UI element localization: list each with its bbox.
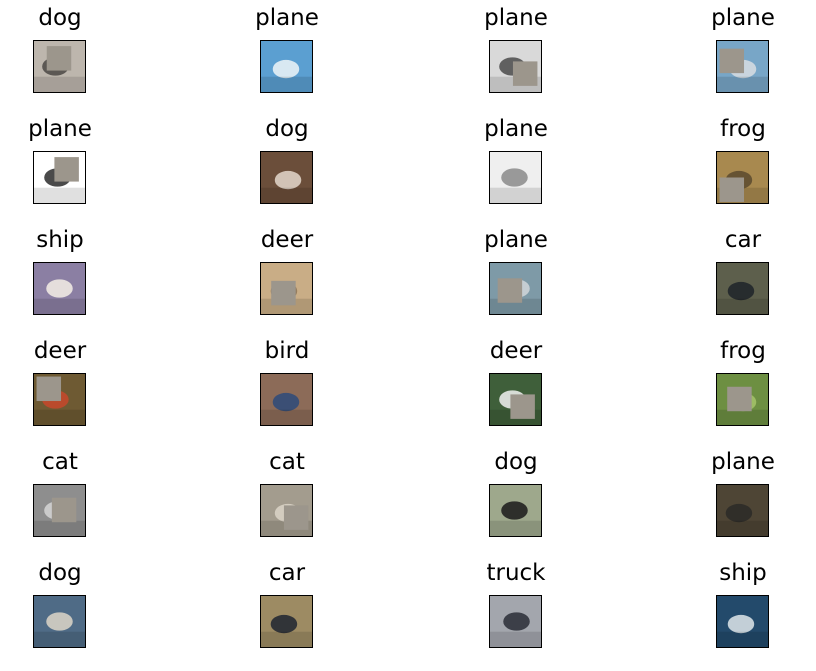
grid-cell: ship — [683, 555, 803, 655]
image-label: car — [268, 560, 306, 586]
cutout-patch — [719, 177, 745, 202]
grid-cell: dog — [0, 0, 120, 100]
image-thumbnail — [33, 484, 86, 537]
cutout-patch — [719, 48, 745, 74]
image-thumbnail — [33, 40, 86, 93]
image-label: deer — [33, 338, 87, 364]
image-thumbnail — [260, 151, 313, 204]
image-thumbnail — [489, 262, 542, 315]
grid-cell: plane — [456, 111, 576, 211]
cutout-patch — [54, 157, 79, 182]
image-label: plane — [28, 116, 92, 142]
image-label: deer — [260, 227, 314, 253]
image-thumbnail — [33, 262, 86, 315]
cutout-patch — [283, 505, 309, 530]
grid-cell: cat — [0, 444, 120, 544]
image-label: cat — [42, 449, 78, 475]
image-thumbnail — [260, 484, 313, 537]
image-thumbnail — [716, 151, 769, 204]
image-label: ship — [719, 560, 767, 586]
image-thumbnail — [489, 40, 542, 93]
image-label: bird — [264, 338, 310, 364]
image-thumbnail — [33, 151, 86, 204]
image-label: ship — [36, 227, 84, 253]
image-thumbnail — [33, 373, 86, 426]
image-thumbnail — [489, 151, 542, 204]
cutout-patch — [51, 497, 77, 523]
image-thumbnail — [260, 595, 313, 648]
image-label: dog — [265, 116, 309, 142]
cutout-patch — [271, 280, 296, 306]
image-label: cat — [269, 449, 305, 475]
image-label: truck — [486, 560, 546, 586]
image-label: deer — [489, 338, 543, 364]
cutout-patch — [727, 386, 752, 412]
image-label: car — [724, 227, 762, 253]
grid-cell: frog — [683, 111, 803, 211]
image-label: plane — [711, 449, 775, 475]
grid-cell: deer — [227, 222, 347, 322]
grid-cell: plane — [0, 111, 120, 211]
grid-cell: frog — [683, 333, 803, 433]
grid-cell: dog — [456, 444, 576, 544]
grid-cell: ship — [0, 222, 120, 322]
grid-cell: dog — [0, 555, 120, 655]
cutout-patch — [510, 394, 535, 419]
grid-cell: plane — [683, 444, 803, 544]
image-label: dog — [38, 5, 82, 31]
image-label: plane — [484, 5, 548, 31]
grid-cell: deer — [0, 333, 120, 433]
image-thumbnail — [489, 484, 542, 537]
grid-cell: dog — [227, 111, 347, 211]
grid-cell: plane — [456, 222, 576, 322]
image-thumbnail — [716, 40, 769, 93]
grid-cell: plane — [456, 0, 576, 100]
grid-cell: deer — [456, 333, 576, 433]
grid-cell: truck — [456, 555, 576, 655]
image-label: dog — [38, 560, 82, 586]
image-label: dog — [494, 449, 538, 475]
image-label: frog — [720, 338, 766, 364]
image-thumbnail — [260, 262, 313, 315]
image-thumbnail — [716, 373, 769, 426]
cutout-patch — [497, 278, 523, 303]
image-thumbnail — [33, 595, 86, 648]
image-thumbnail — [260, 40, 313, 93]
image-label: plane — [255, 5, 319, 31]
grid-cell: plane — [227, 0, 347, 100]
cutout-patch — [36, 376, 62, 402]
grid-cell: cat — [227, 444, 347, 544]
grid-cell: plane — [683, 0, 803, 100]
cutout-patch — [512, 61, 538, 86]
image-label: plane — [711, 5, 775, 31]
grid-cell: bird — [227, 333, 347, 433]
image-thumbnail — [716, 595, 769, 648]
cutout-patch — [46, 46, 72, 71]
image-thumbnail — [716, 484, 769, 537]
image-thumbnail — [489, 595, 542, 648]
image-label: plane — [484, 116, 548, 142]
image-label: frog — [720, 116, 766, 142]
image-thumbnail — [489, 373, 542, 426]
image-label: plane — [484, 227, 548, 253]
grid-cell: car — [683, 222, 803, 322]
image-thumbnail — [260, 373, 313, 426]
grid-cell: car — [227, 555, 347, 655]
image-thumbnail — [716, 262, 769, 315]
